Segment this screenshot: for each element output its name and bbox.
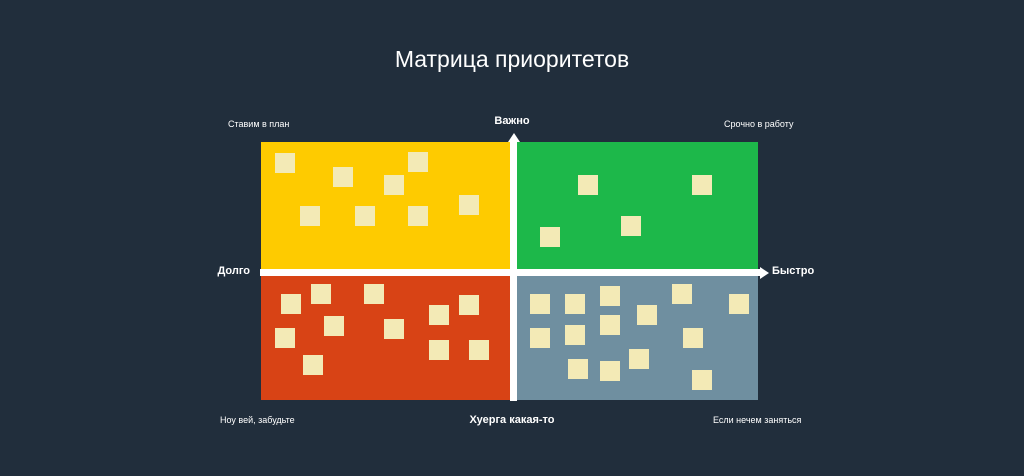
sticky-note bbox=[429, 340, 449, 360]
sticky-note bbox=[540, 227, 560, 247]
sticky-note bbox=[324, 316, 344, 336]
sticky-note bbox=[568, 359, 588, 379]
sticky-note bbox=[459, 195, 479, 215]
sticky-note bbox=[355, 206, 375, 226]
corner-label-bottom-left: Ноу вей, забудьте bbox=[220, 415, 295, 425]
quadrant-top-right bbox=[517, 142, 758, 269]
sticky-note bbox=[275, 328, 295, 348]
sticky-note bbox=[333, 167, 353, 187]
sticky-note bbox=[683, 328, 703, 348]
sticky-note bbox=[565, 325, 585, 345]
corner-label-top-right: Срочно в работу bbox=[724, 119, 794, 129]
horizontal-axis-line bbox=[260, 269, 762, 276]
sticky-note bbox=[281, 294, 301, 314]
sticky-note bbox=[692, 175, 712, 195]
sticky-note bbox=[565, 294, 585, 314]
sticky-note bbox=[637, 305, 657, 325]
sticky-note bbox=[429, 305, 449, 325]
sticky-note bbox=[530, 328, 550, 348]
axis-label-right: Быстро bbox=[772, 265, 815, 277]
sticky-note bbox=[311, 284, 331, 304]
sticky-note bbox=[729, 294, 749, 314]
arrow-up-icon bbox=[507, 133, 520, 142]
axis-label-down: Хуерга какая-то bbox=[469, 414, 555, 426]
sticky-note bbox=[384, 319, 404, 339]
sticky-note bbox=[384, 175, 404, 195]
sticky-note bbox=[469, 340, 489, 360]
corner-label-top-left: Ставим в план bbox=[228, 119, 290, 129]
sticky-note bbox=[408, 206, 428, 226]
sticky-note bbox=[672, 284, 692, 304]
sticky-note bbox=[621, 216, 641, 236]
sticky-note bbox=[364, 284, 384, 304]
sticky-note bbox=[600, 361, 620, 381]
axis-label-left: Долго bbox=[217, 265, 250, 277]
sticky-note bbox=[600, 286, 620, 306]
sticky-note bbox=[303, 355, 323, 375]
sticky-note bbox=[300, 206, 320, 226]
arrow-right-icon bbox=[760, 266, 769, 279]
sticky-note bbox=[692, 370, 712, 390]
sticky-note bbox=[629, 349, 649, 369]
sticky-note bbox=[459, 295, 479, 315]
sticky-note bbox=[600, 315, 620, 335]
sticky-note bbox=[408, 152, 428, 172]
page-title: Матрица приоритетов bbox=[394, 46, 630, 72]
sticky-note bbox=[275, 153, 295, 173]
quadrant-bottom-right bbox=[517, 276, 758, 400]
sticky-note bbox=[578, 175, 598, 195]
sticky-note bbox=[530, 294, 550, 314]
axis-label-up: Важно bbox=[494, 115, 530, 127]
corner-label-bottom-right: Если нечем заняться bbox=[713, 415, 802, 425]
